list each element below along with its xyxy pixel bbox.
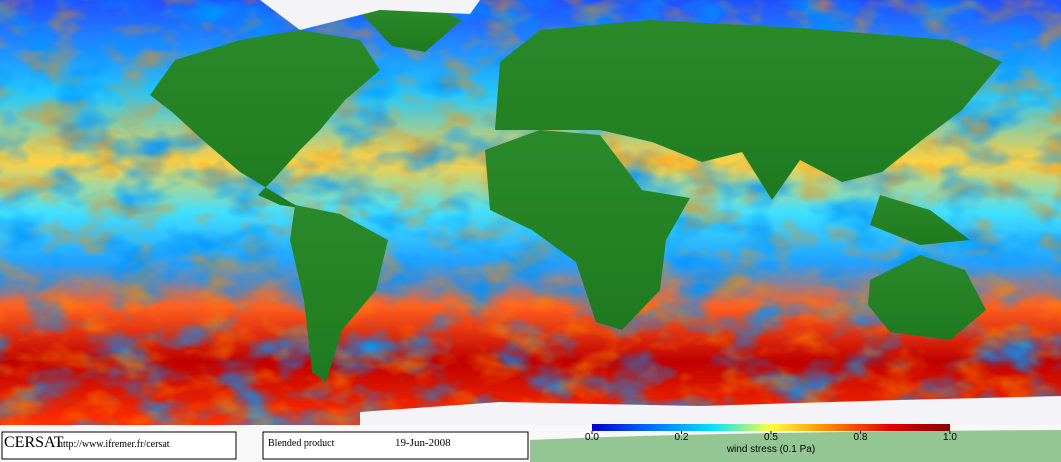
colorbar-tick-label: 0.0 (585, 432, 599, 443)
colorbar-tick-label: 0.5 (764, 432, 778, 443)
antarctica (360, 396, 1061, 425)
colorbar-tick-label: 0.8 (854, 432, 868, 443)
colorbar-tick-label: 1.0 (943, 432, 957, 443)
product-name: Blended product (268, 438, 335, 449)
colorbar-tick-label: 0.2 (675, 432, 689, 443)
url: http://www.ifremer.fr/cersat (58, 439, 170, 450)
product-date: 19-Jun-2008 (395, 437, 451, 449)
arctic-ice (260, 0, 480, 30)
logo-box (1, 431, 237, 460)
colorbar (592, 424, 950, 431)
continents (150, 6, 1002, 382)
colorbar-label: wind stress (0.1 Pa) (726, 444, 815, 455)
logo: CERSAT (4, 434, 64, 451)
product-box (262, 431, 529, 460)
footer-land (530, 430, 1061, 462)
